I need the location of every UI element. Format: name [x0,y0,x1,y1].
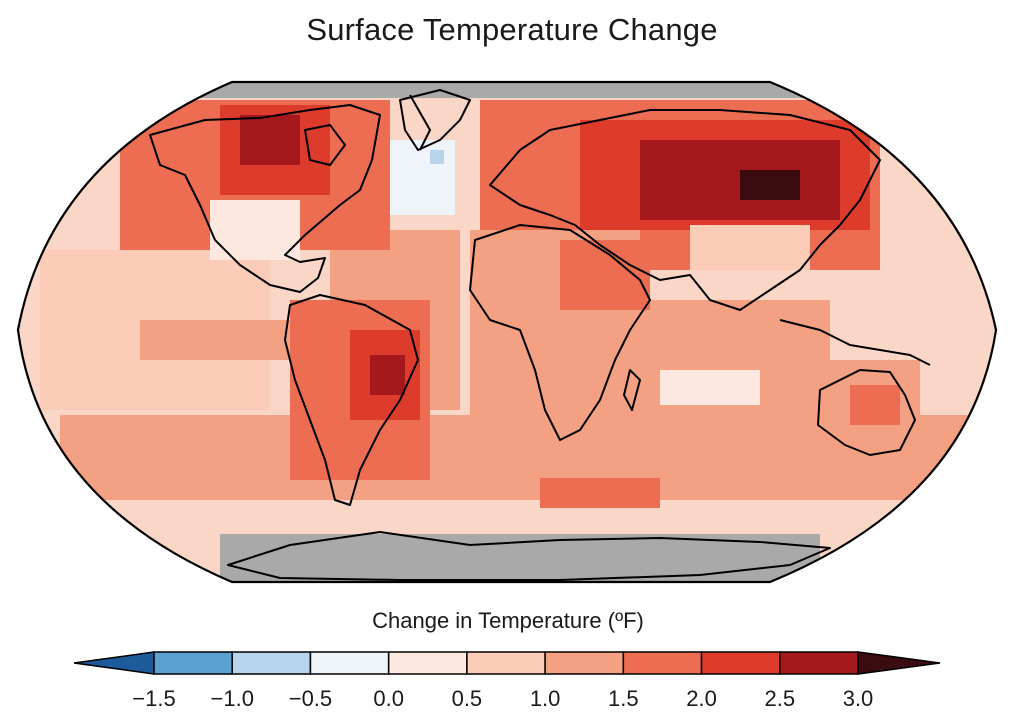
cell [210,200,300,260]
globe-outline [16,80,998,584]
map-title: Surface Temperature Change [306,12,718,47]
legend-title: Change in Temperature (ºF) [372,608,644,633]
cell [240,115,300,165]
color-legend: −1.5 −1.0 −0.5 0.0 0.5 1.0 1.5 2.0 2.5 3.0 [73,651,941,711]
legend-under-arrow [73,651,155,675]
legend-tick-label: 3.0 [843,686,874,711]
legend-bar [73,651,941,675]
legend-bin [544,651,625,675]
legend-tick-label: 0.0 [373,686,404,711]
legend-bin [387,651,468,675]
legend-bin [231,651,312,675]
legend-tick-label: 2.0 [686,686,717,711]
cell [660,370,760,405]
legend-over-arrow [857,651,941,675]
legend-tick-label: 0.5 [452,686,483,711]
legend-bin [309,651,390,675]
legend-tick-label: −1.5 [132,686,175,711]
cell [370,355,405,395]
legend-bin [779,651,859,675]
legend-tick-label: 2.5 [764,686,795,711]
legend-tick-label: 1.0 [530,686,561,711]
cell [540,478,660,508]
arctic-no-data [200,82,820,98]
cell [560,240,650,310]
cell [385,140,455,215]
cell [850,385,900,425]
cell [430,150,444,164]
temperature-cells [40,82,980,582]
cell [740,170,800,200]
cell [690,225,810,270]
legend-tick-label: −0.5 [289,686,332,711]
legend-bin [153,651,233,675]
legend-bin [466,651,546,675]
legend-bin [622,651,703,675]
legend-tick-label: 1.5 [608,686,639,711]
legend-tick-label: −1.0 [211,686,254,711]
legend-ticks: −1.5 −1.0 −0.5 0.0 0.5 1.0 1.5 2.0 2.5 3.0 [132,686,873,711]
legend-bin [700,651,781,675]
coastlines [149,89,931,581]
cell [140,320,290,360]
